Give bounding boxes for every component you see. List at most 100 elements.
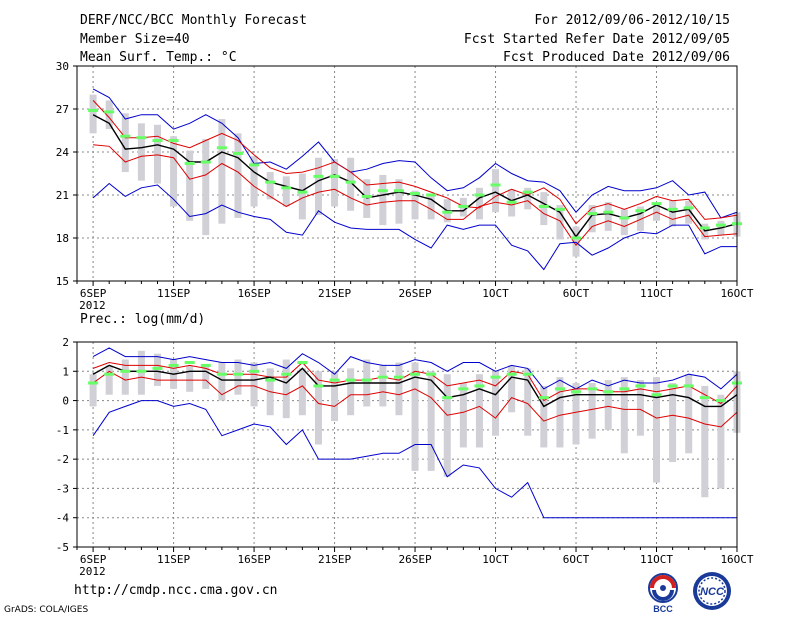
temp-spread-box <box>604 202 612 231</box>
prec-x-tick-label: 16SEP <box>238 553 271 566</box>
prec-spread-box <box>89 374 97 407</box>
temp-spread-box <box>347 157 355 211</box>
prec-spread-box <box>105 365 113 395</box>
prec-series-max-line <box>92 347 738 390</box>
temp-y-tick-label: 27 <box>56 103 69 116</box>
temp-spread-box <box>540 192 548 226</box>
temp-y-tick-label: 18 <box>56 232 69 245</box>
variable-label: Mean Surf. Temp.: °C <box>80 50 237 65</box>
temp-x-tick-label: 16SEP <box>238 287 271 300</box>
temp-spread-box <box>250 156 258 207</box>
temp-series-upper-line <box>92 100 738 225</box>
temp-x-tick-label: 6OCT <box>563 287 590 300</box>
temp-spread-box <box>524 187 532 210</box>
prec-spread-box <box>218 362 226 401</box>
temp-spread-box <box>475 187 483 220</box>
prec-y-tick-label: -2 <box>56 453 69 466</box>
temp-spread-box <box>170 136 178 207</box>
temp-series-min-line <box>92 182 737 271</box>
temp-spread-box <box>202 139 210 236</box>
prec-x-tick-label: 11SEP <box>157 553 190 566</box>
prec-spread-box <box>234 359 242 395</box>
temp-spread-box <box>314 157 322 216</box>
temp-spread-box <box>556 205 564 240</box>
temp-spread-box <box>331 159 339 207</box>
prec-spread-box <box>379 365 387 407</box>
prec-spread-box <box>347 368 355 416</box>
temp-spread-box <box>588 205 596 233</box>
prec-series-upper-line <box>92 361 738 405</box>
prec-spread-box <box>556 377 564 448</box>
temp-plot-frame <box>76 65 738 282</box>
temp-spread-box <box>669 200 677 227</box>
temp-x-tick-label: 26SEP <box>398 287 431 300</box>
prec-spread-box <box>669 383 677 463</box>
prec-spread-box <box>282 359 290 419</box>
temp-y-tick-label: 24 <box>56 146 70 159</box>
prec-spread-box <box>620 377 628 454</box>
temp-spread-box <box>653 202 661 221</box>
prec-spread-box <box>636 380 644 436</box>
member-size: Member Size=40 <box>80 32 190 47</box>
bcc-logo-text: BCC <box>653 604 673 614</box>
temp-spread-box <box>492 169 500 213</box>
prec-spread-box <box>202 365 210 389</box>
temp-spread-box <box>121 113 129 173</box>
prec-spread-box <box>508 365 516 413</box>
temp-spread-box <box>685 200 693 224</box>
prec-plot-frame <box>76 341 738 548</box>
prec-y-tick-label: 0 <box>62 395 69 408</box>
ncc-logo-text: NCC <box>700 586 725 598</box>
temp-spread-box <box>636 206 644 231</box>
temp-x-tick-label: 6SEP <box>80 287 107 300</box>
prec-spread-box <box>186 365 194 392</box>
prec-spread-box <box>717 394 725 489</box>
prec-spread-box <box>314 371 322 445</box>
prec-y-tick-label: 2 <box>62 336 69 349</box>
grads-credit: GrADS: COLA/IGES <box>4 605 89 615</box>
prec-spread-box <box>395 362 403 416</box>
temp-spread-box <box>153 124 161 184</box>
prec-spread-box <box>588 383 596 439</box>
temp-spread-box <box>137 123 145 181</box>
prec-series-median-line <box>92 364 738 408</box>
prec-spread-box <box>250 362 258 407</box>
temp-y-tick-label: 30 <box>56 60 69 73</box>
prec-x-tick-label: 6OCT <box>563 553 590 566</box>
prec-spread-box <box>331 371 339 422</box>
temp-spread-box <box>89 94 97 134</box>
source-url[interactable]: http://cmdp.ncc.cma.gov.cn <box>74 583 278 598</box>
temp-spread-box <box>298 173 306 220</box>
temp-spread-box <box>427 193 435 220</box>
prec-x-tick-label: 21SEP <box>318 553 351 566</box>
prec-spread-box <box>492 371 500 436</box>
prec-x-tick-label: 26SEP <box>398 553 431 566</box>
prec-x-tick-label: 6SEP <box>80 553 107 566</box>
temp-x-tick-label: 1OCT <box>482 287 509 300</box>
temp-series-max-line <box>92 88 738 219</box>
ncc-logo: NCC <box>693 572 731 610</box>
prec-y-tick-label: -3 <box>56 482 69 495</box>
chart-title: DERF/NCC/BCC Monthly Forecast <box>80 13 307 28</box>
prec-series-min-line <box>92 400 737 519</box>
fcst-produced-date: Fcst Produced Date 2012/09/06 <box>503 50 730 65</box>
prec-spread-box <box>572 383 580 445</box>
prec-spread-box <box>298 368 306 416</box>
prec-x-tick-label: 11OCT <box>640 553 673 566</box>
temp-spread-box <box>105 100 113 130</box>
temp-spread-box <box>395 179 403 224</box>
prec-spread-box <box>604 380 612 430</box>
prec-spread-box <box>524 368 532 436</box>
fcst-started-date: Fcst Started Refer Date 2012/09/05 <box>463 32 730 47</box>
temp-x-tick-label: 11OCT <box>640 287 673 300</box>
prec-spread-box <box>701 385 709 498</box>
bcc-logo: BCC <box>648 573 678 614</box>
prec-year-label: 2012 <box>79 565 106 578</box>
prec-y-tick-label: -4 <box>56 512 70 525</box>
temp-year-label: 2012 <box>79 299 106 312</box>
prec-spread-box <box>475 374 483 448</box>
temp-spread-box <box>266 172 274 200</box>
prec-spread-box <box>540 385 548 448</box>
temp-series-lower-line <box>93 144 738 247</box>
